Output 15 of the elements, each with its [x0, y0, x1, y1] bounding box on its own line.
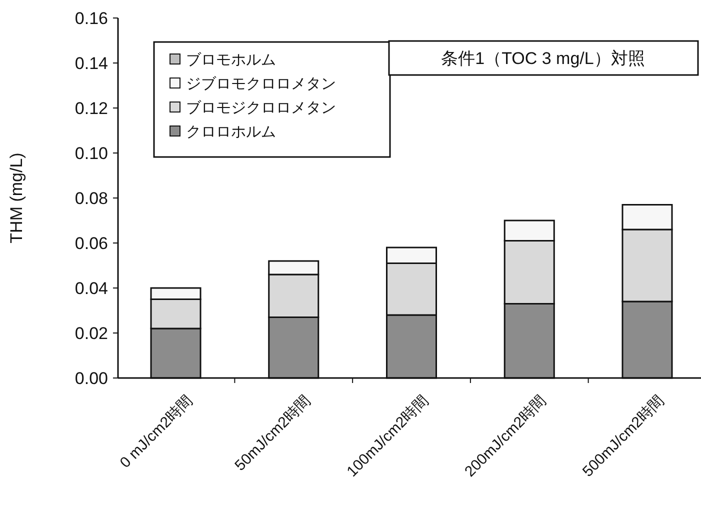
y-axis-title: THM (mg/L) — [7, 152, 26, 244]
annotation: 条件1（TOC 3 mg/L）対照 — [441, 48, 645, 68]
y-tick-label: 0.14 — [74, 54, 108, 73]
y-tick-label: 0.12 — [74, 98, 108, 118]
legend-label: クロロホルム — [186, 123, 276, 140]
y-tick-label: 0.08 — [74, 188, 108, 208]
legend-label: ブロモジクロロメタン — [186, 99, 336, 116]
y-tick-label: 0.04 — [74, 278, 108, 298]
y-tick-label: 0.06 — [74, 234, 108, 253]
y-tick-label: 0.00 — [74, 368, 108, 388]
legend-label: ブロモホルム — [186, 51, 276, 68]
y-tick-label: 0.10 — [74, 144, 108, 163]
y-tick-label: 0.02 — [74, 324, 108, 343]
legend-label: ジブロモクロロメタン — [186, 75, 336, 92]
y-tick-label: 0.16 — [74, 8, 108, 28]
